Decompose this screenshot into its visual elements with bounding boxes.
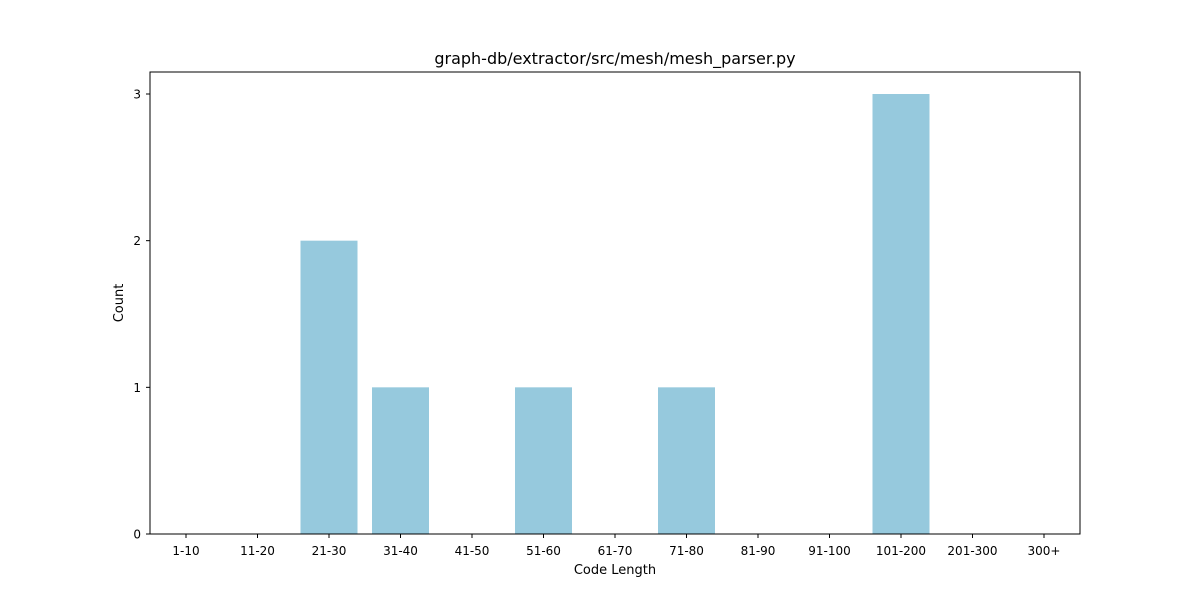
- bar-101-200: [872, 94, 930, 534]
- y-axis-label: Count: [112, 284, 127, 323]
- x-tick-label: 91-100: [808, 544, 851, 558]
- x-tick-label: 81-90: [741, 544, 776, 558]
- plot-frame: [149, 71, 1081, 535]
- x-tick-label: 300+: [1028, 544, 1061, 558]
- x-axis: 1-10 11-20 21-30 31-40 41-50 51-60 61-70 71-80 8…: [172, 534, 1060, 558]
- y-tick-label: 3: [133, 88, 141, 102]
- chart-title: graph-db/extractor/src/mesh/mesh_parser.…: [434, 49, 795, 69]
- x-tick-label: 61-70: [598, 544, 633, 558]
- bar-51-60: [515, 387, 572, 534]
- x-tick-label: 71-80: [669, 544, 704, 558]
- x-tick-label: 1-10: [172, 544, 199, 558]
- x-tick-label: 11-20: [240, 544, 275, 558]
- bar-31-40: [372, 387, 429, 534]
- x-tick-label: 41-50: [455, 544, 490, 558]
- bar-21-30: [300, 240, 358, 534]
- bar-71-80: [658, 387, 715, 534]
- y-tick-label: 2: [133, 234, 141, 248]
- x-tick-label: 101-200: [876, 544, 926, 558]
- x-tick-label: 201-300: [947, 544, 997, 558]
- y-tick-label: 1: [133, 381, 141, 395]
- x-axis-label: Code Length: [574, 563, 656, 578]
- x-tick-label: 21-30: [312, 544, 347, 558]
- x-tick-label: 31-40: [383, 544, 418, 558]
- y-axis: 0 1 2 3: [133, 88, 150, 542]
- bars-layer: [300, 94, 930, 534]
- y-tick-label: 0: [133, 528, 141, 542]
- x-tick-label: 51-60: [526, 544, 561, 558]
